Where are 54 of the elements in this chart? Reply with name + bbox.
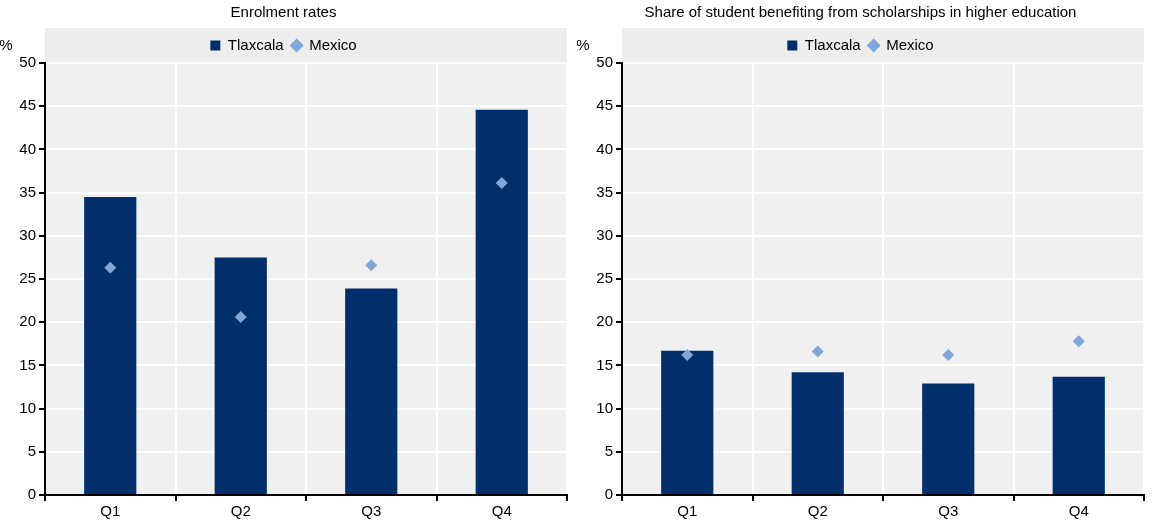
legend-label: Mexico [309, 35, 357, 53]
legend-label: Tlaxcala [227, 35, 285, 53]
y-tick-label: 5 [604, 441, 613, 459]
y-tick-label: 35 [19, 182, 36, 200]
x-tick-label: Q4 [491, 502, 512, 520]
point [495, 177, 508, 190]
y-tick-label: 15 [19, 355, 36, 373]
point [942, 349, 955, 362]
chart-title: Share of student benefiting from scholarships in higher education [644, 3, 1077, 21]
y-tick-label: 40 [596, 139, 613, 157]
y-tick-label: 50 [19, 53, 36, 71]
legend-label: Mexico [886, 35, 934, 53]
point [811, 345, 824, 358]
x-tick-label: Q2 [807, 502, 828, 520]
y-tick-label: 25 [19, 269, 36, 287]
y-tick-label: 40 [19, 139, 36, 157]
bar [345, 288, 398, 494]
point [365, 259, 378, 272]
legend-label: Tlaxcala [804, 35, 862, 53]
y-axis-title: % [0, 35, 13, 53]
point [234, 311, 247, 324]
y-tick-label: 0 [604, 485, 613, 503]
y-tick-label: 30 [19, 225, 36, 243]
y-tick-label: 20 [596, 312, 613, 330]
x-tick-label: Q3 [361, 502, 382, 520]
x-tick-label: Q3 [938, 502, 959, 520]
y-tick-label: 10 [19, 398, 36, 416]
y-tick-label: 45 [19, 96, 36, 114]
point [104, 261, 117, 274]
bar [84, 196, 137, 494]
x-tick-label: Q4 [1068, 502, 1089, 520]
point [1072, 335, 1085, 348]
y-tick-label: 0 [27, 485, 36, 503]
y-tick-label: 10 [596, 398, 613, 416]
bar [475, 109, 528, 494]
y-tick-label: 45 [596, 96, 613, 114]
y-axis-title: % [576, 35, 590, 53]
x-tick-label: Q1 [100, 502, 121, 520]
chart-title: Enrolment rates [230, 3, 337, 21]
y-tick-label: 50 [596, 53, 613, 71]
bar [1052, 376, 1105, 494]
bar [791, 372, 844, 494]
y-tick-label: 20 [19, 312, 36, 330]
bar [214, 257, 267, 494]
x-tick-label: Q1 [677, 502, 698, 520]
y-tick-label: 30 [596, 225, 613, 243]
y-tick-label: 25 [596, 269, 613, 287]
bar [922, 383, 975, 494]
y-tick-label: 15 [596, 355, 613, 373]
point [681, 349, 694, 362]
x-tick-label: Q2 [230, 502, 251, 520]
y-tick-label: 5 [27, 441, 36, 459]
bar [661, 350, 714, 494]
y-tick-label: 35 [596, 182, 613, 200]
